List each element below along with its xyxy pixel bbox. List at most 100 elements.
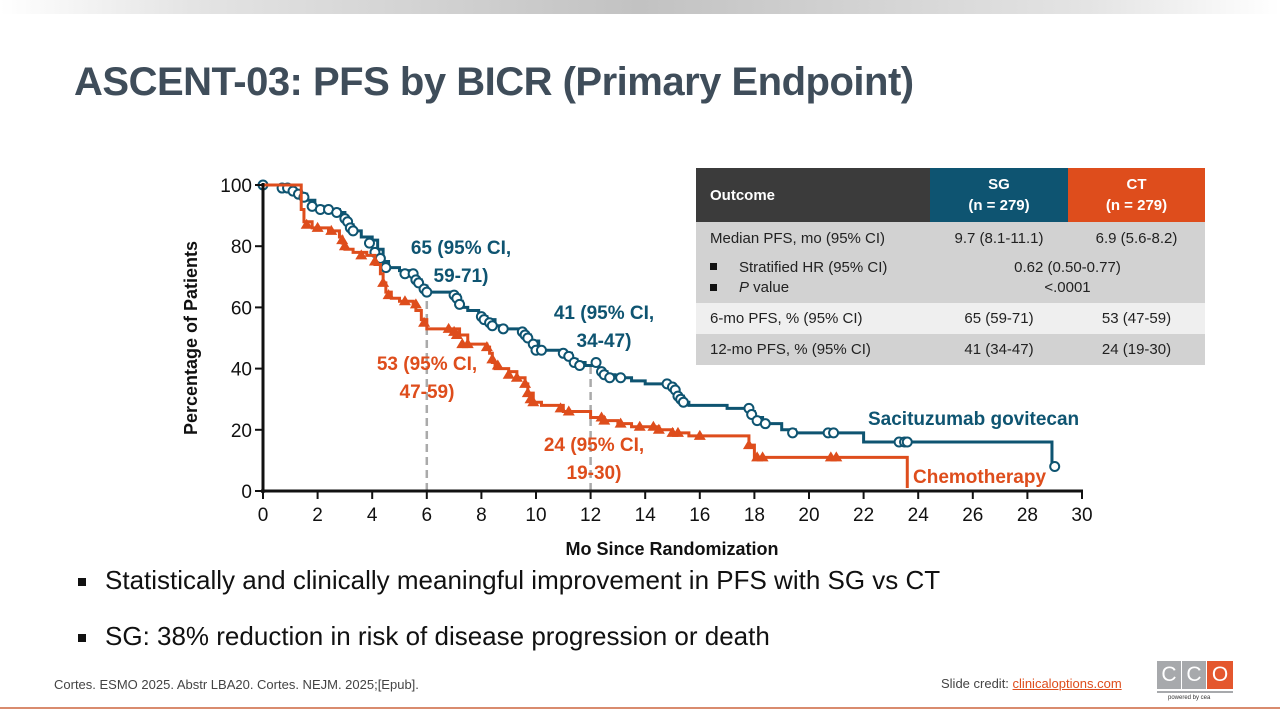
row-label-text: Stratified HR (95% CI) xyxy=(739,258,888,276)
series-layer xyxy=(257,179,1061,488)
censor-marker xyxy=(355,249,368,260)
censor-marker xyxy=(742,439,755,450)
cell-combined: <.0001 xyxy=(1044,279,1091,296)
cell-ct: 6.9 (5.6-8.2) xyxy=(1095,230,1178,247)
logo-tagline: powered by cea xyxy=(1168,695,1211,701)
cco-logo: C C O xyxy=(1157,661,1233,693)
censor-marker xyxy=(331,207,343,219)
x-tick-label: 20 xyxy=(798,505,819,526)
censor-marker xyxy=(554,402,567,413)
censor-marker xyxy=(325,224,338,235)
logo-letter: C xyxy=(1182,661,1206,689)
censor-marker xyxy=(363,237,375,249)
header-ct-line2: (n = 279) xyxy=(1105,197,1168,214)
row-label: 6-mo PFS, % (95% CI) xyxy=(710,310,863,327)
censor-marker xyxy=(671,426,684,437)
x-tick-label: 18 xyxy=(744,505,765,526)
censor-marker xyxy=(347,225,359,237)
table-row: Stratified HR (95% CI) 0.62 (0.50-0.77) xyxy=(696,255,1205,279)
censor-marker xyxy=(604,372,616,384)
annotations: 65 (95% CI, 59-71) 41 (95% CI, 34-47) 53 (95… xyxy=(377,238,654,484)
censor-marker xyxy=(409,298,422,309)
y-tick-label: 100 xyxy=(220,176,252,197)
header-ct-line1: CT xyxy=(1126,176,1147,193)
annotation-line2: 59-71) xyxy=(434,266,489,287)
y-tick-label: 60 xyxy=(231,298,252,319)
x-tick-label: 4 xyxy=(367,505,378,526)
header-outcome: Outcome xyxy=(696,168,930,222)
censor-marker xyxy=(421,286,433,298)
bullet-text: SG: 38% reduction in risk of disease pro… xyxy=(105,621,770,651)
cell-ct: 24 (19-30) xyxy=(1101,341,1172,358)
series-ct xyxy=(263,183,909,488)
bottom-rule xyxy=(0,707,1280,709)
censor-marker xyxy=(502,368,515,379)
censor-marker xyxy=(633,420,646,431)
table-row: 12-mo PFS, % (95% CI) 41 (34-47) 24 (19-… xyxy=(696,334,1205,365)
x-tick-label: 12 xyxy=(580,505,601,526)
censor-marker xyxy=(300,218,313,229)
censor-marker xyxy=(1049,461,1061,473)
censor-marker xyxy=(598,414,611,425)
censor-marker xyxy=(759,418,771,430)
slide-credit: Slide credit: clinicaloptions.com xyxy=(941,676,1122,691)
annotation-line1: 53 (95% CI, xyxy=(377,354,477,375)
censor-marker xyxy=(562,405,575,416)
row-label-italic: P xyxy=(739,279,750,296)
cell-sg: 41 (34-47) xyxy=(964,341,1034,358)
table-row: 6-mo PFS, % (95% CI) 65 (59-71) 53 (47-5… xyxy=(696,303,1205,334)
credit-link[interactable]: clinicaloptions.com xyxy=(1012,676,1122,691)
header-ct: CT (n = 279) xyxy=(1068,168,1205,222)
logo-letter: C xyxy=(1157,661,1181,689)
logo-letter: O xyxy=(1207,661,1233,689)
cell-combined: 0.62 (0.50-0.77) xyxy=(1014,258,1121,276)
citation: Cortes. ESMO 2025. Abstr LBA20. Cortes. … xyxy=(54,677,419,692)
bullet-square-icon xyxy=(78,578,86,586)
cell-sg: 65 (59-71) xyxy=(964,310,1034,327)
row-label: Median PFS, mo (95% CI) xyxy=(710,230,886,247)
x-tick-label: 10 xyxy=(525,505,546,526)
censor-marker xyxy=(311,221,324,232)
censor-marker xyxy=(574,360,586,372)
censor-marker xyxy=(677,396,689,408)
x-tick-label: 24 xyxy=(908,505,930,526)
censor-marker xyxy=(398,295,411,306)
header-sg-line2: (n = 279) xyxy=(968,197,1030,214)
x-tick-label: 8 xyxy=(476,505,487,526)
censor-marker xyxy=(368,255,381,266)
row-label-text: value xyxy=(749,279,790,296)
censor-marker xyxy=(510,371,523,382)
x-tick-label: 22 xyxy=(853,505,874,526)
bullet-text: Statistically and clinically meaningful … xyxy=(105,565,941,595)
censor-marker xyxy=(461,338,474,349)
slide-title: ASCENT-03: PFS by BICR (Primary Endpoint… xyxy=(74,60,914,104)
annotation-line1: 41 (95% CI, xyxy=(554,303,654,324)
censor-marker xyxy=(519,377,532,388)
table-row: P value <.0001 xyxy=(696,279,1205,303)
x-tick-label: 28 xyxy=(1017,505,1038,526)
censor-marker xyxy=(480,341,493,352)
y-tick-label: 20 xyxy=(231,421,252,442)
y-tick-label: 80 xyxy=(231,237,252,258)
x-axis-label: Mo Since Randomization xyxy=(565,539,778,559)
censor-marker xyxy=(590,356,602,368)
cell-ct: 53 (47-59) xyxy=(1101,310,1172,327)
censor-marker xyxy=(491,359,504,370)
censor-marker xyxy=(693,429,706,440)
x-tick-label: 26 xyxy=(962,505,983,526)
censor-marker xyxy=(828,427,840,439)
header-sg-line1: SG xyxy=(988,176,1010,193)
censor-marker xyxy=(382,289,395,300)
censor-marker xyxy=(486,320,498,332)
top-gradient-bar xyxy=(0,0,1280,14)
x-tick-label: 14 xyxy=(635,505,657,526)
legend-ct: Chemotherapy xyxy=(913,467,1046,488)
y-tick-label: 40 xyxy=(231,360,252,381)
outcome-table: Outcome SG (n = 279) CT (n = 279) Median P… xyxy=(696,168,1205,365)
y-tick-label: 0 xyxy=(241,482,252,503)
y-axis-label: Percentage of Patients xyxy=(181,241,201,435)
logo-underline xyxy=(1157,691,1233,693)
legend-sg: Sacituzumab govitecan xyxy=(868,409,1079,430)
reference-lines xyxy=(425,292,592,491)
